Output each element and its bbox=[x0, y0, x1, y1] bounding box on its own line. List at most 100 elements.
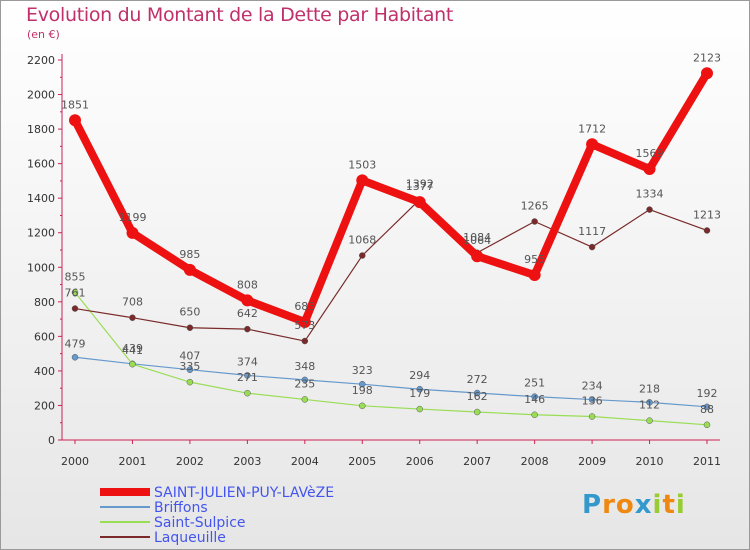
chart-series bbox=[69, 67, 713, 429]
series-line-2 bbox=[74, 291, 708, 426]
data-point bbox=[359, 380, 366, 388]
x-tick-label: 2004 bbox=[291, 455, 319, 468]
data-label: 198 bbox=[352, 384, 373, 397]
x-tick-label: 2002 bbox=[176, 455, 204, 468]
chart-legend: SAINT-JULIEN-PUY-LAVèZEBriffonsSaint-Sul… bbox=[100, 485, 334, 546]
data-point bbox=[71, 354, 79, 361]
y-tick-label: 1400 bbox=[27, 192, 55, 205]
logo-letter: t bbox=[662, 490, 676, 520]
logo-letter: o bbox=[615, 490, 635, 520]
data-label: 162 bbox=[467, 390, 488, 403]
x-tick-label: 2009 bbox=[578, 455, 606, 468]
data-point bbox=[244, 325, 251, 333]
data-label: 439 bbox=[122, 342, 143, 355]
data-label: 441 bbox=[122, 344, 143, 357]
x-tick-label: 2006 bbox=[406, 455, 434, 468]
logo-letter: P bbox=[582, 490, 603, 520]
data-point bbox=[703, 421, 711, 429]
data-labels: 1851 1199 985 808 683 1503 1377 1064 955 1712 1569… bbox=[61, 51, 721, 416]
data-point bbox=[473, 389, 481, 397]
y-tick-label: 1800 bbox=[27, 123, 55, 136]
series-line-3 bbox=[74, 198, 708, 342]
x-tick-label: 2010 bbox=[636, 455, 664, 468]
data-label: 683 bbox=[294, 300, 315, 313]
data-label: 136 bbox=[582, 395, 603, 408]
data-label: 2123 bbox=[693, 51, 721, 64]
legend-label: Laqueuille bbox=[154, 530, 226, 546]
series-line-0 bbox=[71, 71, 711, 327]
data-label: 573 bbox=[294, 319, 315, 332]
data-label: 642 bbox=[237, 307, 258, 320]
data-label: 271 bbox=[237, 371, 258, 384]
data-label: 234 bbox=[582, 380, 603, 393]
data-label: 1068 bbox=[348, 234, 376, 247]
data-label: 1569 bbox=[636, 147, 664, 160]
data-point bbox=[588, 243, 596, 251]
data-label: 1712 bbox=[578, 122, 606, 135]
data-label: 1084 bbox=[463, 231, 491, 244]
data-point bbox=[129, 360, 136, 368]
data-point bbox=[416, 385, 423, 393]
data-point bbox=[356, 174, 369, 187]
data-point bbox=[646, 417, 653, 424]
data-label: 192 bbox=[697, 387, 718, 400]
x-tick-label: 2008 bbox=[521, 455, 549, 468]
data-label: 1503 bbox=[348, 158, 376, 171]
chart-title: Evolution du Montant de la Dette par Hab… bbox=[26, 4, 454, 26]
data-point bbox=[703, 403, 711, 411]
logo-letter: r bbox=[602, 490, 616, 520]
data-label: 1117 bbox=[578, 225, 606, 238]
chart-axes: 0 200 400 600 800 1000 1200 1400 1600 1800 2000 220… bbox=[27, 54, 721, 468]
legend-label: Briffons bbox=[154, 500, 208, 516]
data-label: 761 bbox=[65, 287, 86, 300]
data-label: 1377 bbox=[406, 180, 434, 193]
data-label: 1851 bbox=[61, 98, 89, 111]
data-point bbox=[588, 413, 596, 420]
data-point bbox=[69, 114, 81, 127]
data-point bbox=[643, 162, 656, 175]
data-label: 1392 bbox=[406, 178, 434, 191]
data-label: 374 bbox=[237, 355, 258, 368]
y-tick-label: 800 bbox=[34, 296, 55, 309]
x-tick-label: 2001 bbox=[118, 455, 146, 468]
data-label: 235 bbox=[294, 377, 315, 390]
data-label: 1213 bbox=[693, 208, 721, 221]
data-label: 708 bbox=[122, 296, 143, 309]
data-label: 218 bbox=[639, 382, 660, 395]
data-label: 112 bbox=[639, 399, 660, 412]
data-point bbox=[588, 396, 596, 403]
data-point bbox=[186, 324, 194, 331]
y-tick-label: 1200 bbox=[27, 227, 55, 240]
data-point bbox=[129, 314, 136, 321]
data-point bbox=[701, 67, 713, 80]
data-label: 323 bbox=[352, 364, 373, 377]
data-point bbox=[531, 218, 538, 225]
data-label: 88 bbox=[700, 403, 714, 416]
data-point bbox=[531, 411, 538, 419]
data-label: 985 bbox=[179, 248, 200, 261]
data-point bbox=[186, 366, 194, 373]
data-point bbox=[241, 294, 254, 307]
series-line-1 bbox=[74, 356, 708, 408]
data-label: 955 bbox=[524, 253, 545, 266]
data-point bbox=[471, 250, 484, 263]
data-point bbox=[183, 263, 196, 276]
data-point bbox=[301, 376, 309, 384]
data-point bbox=[413, 196, 426, 209]
x-tick-label: 2000 bbox=[61, 455, 89, 468]
data-label: 146 bbox=[524, 393, 545, 406]
logo-letter: i bbox=[652, 490, 663, 520]
data-label: 294 bbox=[409, 369, 430, 382]
legend-label: SAINT-JULIEN-PUY-LAVèZE bbox=[154, 485, 334, 501]
data-label: 855 bbox=[65, 270, 86, 283]
data-point bbox=[126, 226, 139, 239]
data-point bbox=[244, 389, 251, 397]
data-point bbox=[646, 206, 653, 213]
data-point bbox=[186, 378, 194, 386]
data-point bbox=[301, 337, 309, 345]
data-label: 650 bbox=[179, 306, 200, 319]
data-label: 335 bbox=[179, 360, 200, 373]
chart-subtitle: (en €) bbox=[27, 28, 60, 41]
y-tick-label: 1000 bbox=[27, 261, 55, 274]
